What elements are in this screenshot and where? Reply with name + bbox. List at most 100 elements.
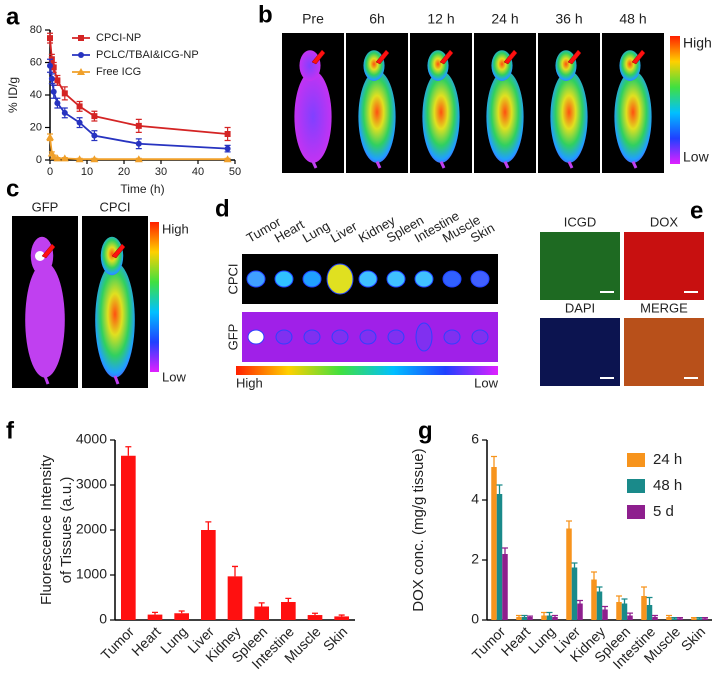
row-label: CPCI	[225, 263, 240, 294]
bar	[671, 618, 678, 620]
y-axis-label: Fluorescence Intensity	[38, 454, 55, 605]
y-tick-label: 40	[30, 89, 42, 101]
bar	[121, 455, 136, 620]
organ	[470, 270, 490, 288]
colorbar	[670, 36, 680, 164]
marker	[48, 75, 55, 82]
image	[624, 232, 704, 300]
error-bar	[541, 611, 547, 616]
legend-swatch	[627, 505, 645, 519]
error-bar	[546, 611, 553, 616]
arrow	[631, 49, 646, 65]
error-bar	[627, 612, 633, 616]
organ	[386, 270, 406, 288]
y-tick-label: 1000	[76, 566, 107, 582]
y-tick-label: 80	[30, 24, 42, 36]
mouse-head	[619, 50, 641, 81]
organ	[359, 329, 377, 345]
scale-low: Low	[683, 149, 710, 165]
marker	[54, 77, 61, 84]
y-tick-label: 0	[36, 154, 42, 166]
x-tick-label: Heart	[128, 623, 164, 659]
x-tick-label: 20	[118, 166, 130, 178]
marker	[224, 145, 231, 152]
error-bar	[577, 599, 583, 604]
bar	[677, 618, 683, 620]
error-bar	[591, 571, 597, 580]
x-tick-label: Skin	[320, 623, 351, 654]
panel-label: g	[418, 417, 433, 444]
mouse-body	[25, 262, 65, 378]
scale-high: High	[162, 221, 189, 236]
bar	[491, 467, 497, 620]
arrow	[567, 49, 582, 65]
bar	[691, 618, 697, 620]
x-tick-label: 40	[192, 166, 204, 178]
timepoint-label: 6h	[369, 11, 385, 27]
marker	[78, 35, 84, 41]
bar	[571, 567, 578, 620]
organ	[247, 329, 265, 345]
scale-low: Low	[162, 369, 186, 384]
error-bar	[666, 614, 672, 617]
marker	[134, 155, 143, 163]
bar	[596, 591, 603, 620]
y-tick-label: 0	[471, 611, 479, 627]
error-bar	[178, 610, 185, 614]
marker	[60, 154, 69, 162]
x-tick-label: Skin	[678, 623, 709, 654]
bar	[521, 617, 528, 620]
bar	[641, 596, 647, 620]
mouse-body	[422, 70, 460, 163]
marker	[78, 52, 84, 58]
error-bar	[232, 565, 238, 577]
mouse-tail	[567, 160, 574, 169]
mouse-body	[614, 70, 652, 163]
legend-label: PCLC/TBAI&ICG-NP	[96, 49, 199, 61]
legend-swatch	[627, 453, 645, 467]
y-tick-label: 60	[30, 56, 42, 68]
marker	[91, 113, 98, 120]
timepoint-label: 48 h	[619, 11, 646, 27]
mouse-body	[95, 262, 135, 378]
y-axis-label: DOX conc. (mg/g tissue)	[410, 448, 427, 611]
scale-high: High	[683, 35, 712, 51]
mouse-tail	[439, 160, 446, 169]
legend-label: 5 d	[653, 503, 674, 520]
mouse-tail	[113, 375, 120, 385]
bar	[174, 613, 189, 620]
panel-label: b	[258, 1, 273, 28]
error-bar	[125, 446, 132, 456]
bar	[527, 617, 533, 620]
arrow	[503, 49, 518, 65]
bar	[546, 615, 553, 620]
organ	[471, 329, 489, 345]
organ	[443, 329, 461, 345]
mouse-body	[550, 70, 588, 163]
error-bar	[691, 616, 697, 619]
bar	[147, 614, 163, 620]
panel-label: c	[6, 175, 19, 202]
error-bar	[602, 605, 608, 610]
marker	[135, 122, 142, 129]
scale-high: High	[236, 375, 263, 390]
error-bar	[552, 614, 558, 617]
y-tick-label: 0	[99, 611, 107, 627]
colorbar	[150, 222, 159, 372]
legend-label: 24 h	[653, 451, 682, 468]
error-bar	[516, 614, 522, 617]
bar	[702, 618, 708, 620]
timepoint-label: Pre	[302, 11, 324, 27]
error-bar	[258, 602, 265, 607]
legend-label: 48 h	[653, 477, 682, 494]
error-bar	[621, 598, 628, 604]
bar	[201, 530, 216, 620]
marker	[75, 155, 84, 163]
panel-label: a	[6, 3, 20, 30]
mouse-tail	[375, 160, 382, 169]
mouse-head	[363, 50, 385, 81]
error-bar	[677, 616, 683, 619]
bar	[254, 606, 269, 620]
mouse-tail	[43, 375, 50, 385]
